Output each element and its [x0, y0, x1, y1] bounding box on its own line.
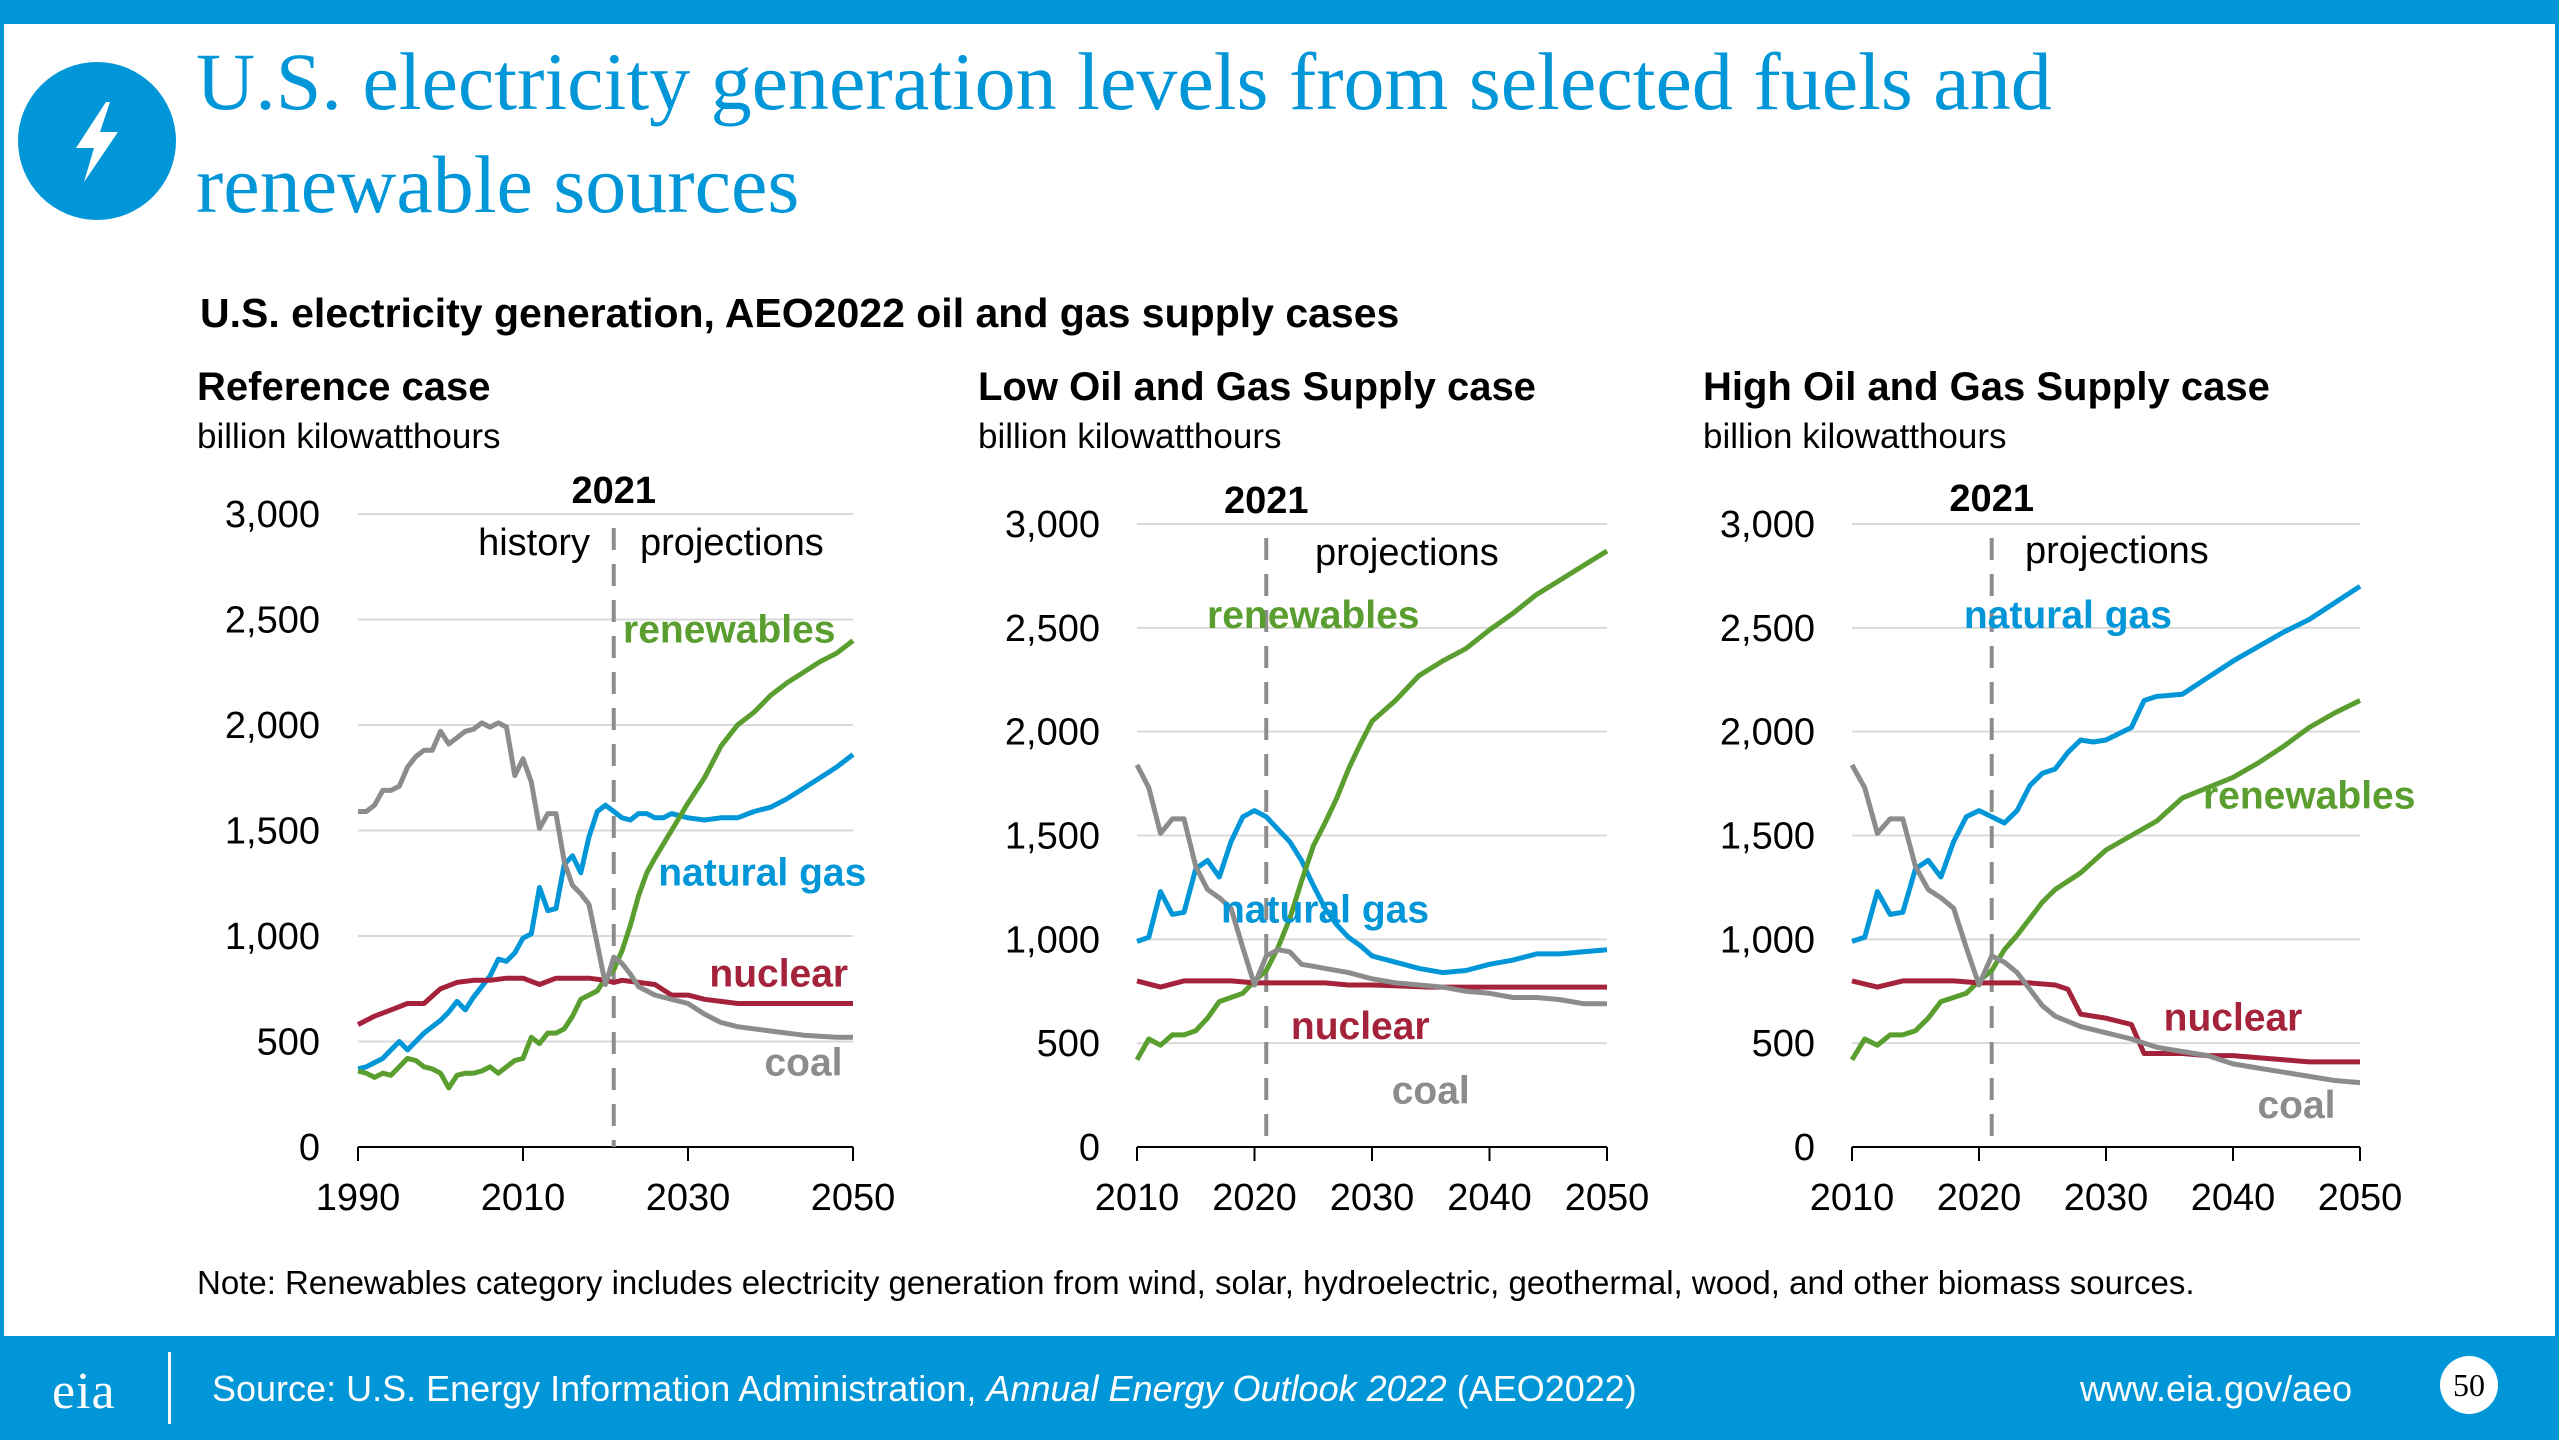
y-tick-label: 1,500: [225, 811, 320, 853]
x-tick-label: 2040: [2191, 1177, 2276, 1219]
x-tick-label: 2030: [646, 1177, 731, 1219]
chart-title: Low Oil and Gas Supply case: [978, 365, 1536, 409]
series-label-renewables: renewables: [623, 609, 835, 652]
right-border: [2555, 0, 2559, 1440]
series-label-natural-gas: natural gas: [1964, 594, 2172, 637]
footnote: Note: Renewables category includes elect…: [197, 1264, 2195, 1301]
series-line-coal: [1849, 763, 2361, 1086]
x-tick-label: 2030: [2064, 1177, 2149, 1219]
series-label-coal: coal: [1392, 1069, 1470, 1112]
y-tick-label: 1,500: [1005, 816, 1100, 858]
y-tick-label: 1,000: [1005, 919, 1100, 961]
y-tick-label: 1,000: [225, 916, 320, 958]
projections-label: projections: [640, 522, 824, 564]
series-line-renewables: [1134, 548, 1609, 1062]
footer-url[interactable]: www.eia.gov/aeo: [2080, 1368, 2353, 1409]
y-tick-label: 1,000: [1720, 919, 1815, 961]
y-tick-label: 2,500: [1005, 608, 1100, 650]
divider-year-label: 2021: [1949, 478, 2034, 520]
x-tick-label: 2010: [1095, 1177, 1180, 1219]
x-tick-label: 2010: [1810, 1177, 1895, 1219]
history-label: history: [478, 522, 590, 564]
lightning-bolt-icon: [18, 62, 176, 220]
y-tick-label: 500: [1752, 1023, 1815, 1065]
x-tick-label: 2040: [1447, 1177, 1532, 1219]
chart-title: High Oil and Gas Supply case: [1703, 365, 2270, 409]
series-label-renewables: renewables: [2203, 775, 2415, 818]
chart-subtitle: U.S. electricity generation, AEO2022 oil…: [200, 290, 1400, 336]
projections-label: projections: [1315, 532, 1499, 574]
y-tick-label: 2,000: [1005, 712, 1100, 754]
series-label-nuclear: nuclear: [1291, 1005, 1430, 1048]
series-label-natural-gas: natural gas: [658, 851, 866, 894]
source-prefix: Source: U.S. Energy Information Administ…: [212, 1368, 987, 1409]
x-tick-label: 2020: [1937, 1177, 2022, 1219]
source-title: Annual Energy Outlook 2022: [986, 1368, 1447, 1409]
y-axis-unit-label: billion kilowatthours: [197, 417, 500, 456]
source-citation: Source: U.S. Energy Information Administ…: [212, 1368, 1637, 1410]
series-label-coal: coal: [764, 1041, 842, 1084]
top-accent-bar: [0, 0, 2559, 24]
series-line-renewables: [357, 638, 855, 1091]
series-line-nuclear: [1136, 978, 1607, 990]
divider-year-label: 2021: [1224, 480, 1309, 522]
source-suffix: (AEO2022): [1446, 1368, 1637, 1409]
y-tick-label: 2,000: [225, 705, 320, 747]
chart-title: Reference case: [197, 365, 491, 409]
series-line-renewables: [1849, 698, 2362, 1062]
footer-divider: [168, 1352, 171, 1424]
page-title: U.S. electricity generation levels from …: [196, 36, 2052, 230]
series-label-coal: coal: [2257, 1084, 2335, 1127]
y-tick-label: 500: [257, 1022, 320, 1064]
y-tick-label: 3,000: [225, 494, 320, 536]
x-tick-label: 2050: [1565, 1177, 1650, 1219]
y-tick-label: 500: [1037, 1023, 1100, 1065]
series-line-nuclear: [356, 975, 853, 1027]
series-line-natural-gas: [357, 752, 855, 1072]
y-tick-label: 0: [1794, 1127, 1815, 1169]
x-tick-label: 2020: [1212, 1177, 1297, 1219]
projections-label: projections: [2025, 530, 2209, 572]
y-tick-label: 2,500: [225, 600, 320, 642]
y-tick-label: 2,000: [1720, 712, 1815, 754]
y-tick-label: 3,000: [1720, 504, 1815, 546]
page-number: 50: [2440, 1356, 2498, 1414]
x-tick-label: 2050: [811, 1177, 896, 1219]
left-border: [0, 0, 4, 1440]
y-tick-label: 0: [1079, 1127, 1100, 1169]
x-tick-label: 2010: [481, 1177, 566, 1219]
footer-bar: eia Source: U.S. Energy Information Admi…: [0, 1336, 2559, 1440]
y-tick-label: 1,500: [1720, 816, 1815, 858]
series-label-renewables: renewables: [1207, 594, 1419, 637]
eia-logo: eia: [52, 1363, 116, 1420]
series-label-natural-gas: natural gas: [1221, 889, 1429, 932]
divider-year-label: 2021: [571, 470, 656, 512]
y-axis-unit-label: billion kilowatthours: [1703, 417, 2006, 456]
y-axis-unit-label: billion kilowatthours: [978, 417, 1281, 456]
y-tick-label: 2,500: [1720, 608, 1815, 650]
y-tick-label: 3,000: [1005, 504, 1100, 546]
x-tick-label: 2050: [2318, 1177, 2403, 1219]
y-tick-label: 0: [299, 1127, 320, 1169]
series-label-nuclear: nuclear: [709, 953, 848, 996]
x-tick-label: 2030: [1330, 1177, 1415, 1219]
series-line-coal: [358, 720, 853, 1040]
series-line-coal: [1134, 763, 1607, 1007]
series-label-nuclear: nuclear: [2164, 997, 2303, 1040]
series-line-nuclear: [1851, 978, 2360, 1065]
x-tick-label: 1990: [316, 1177, 401, 1219]
